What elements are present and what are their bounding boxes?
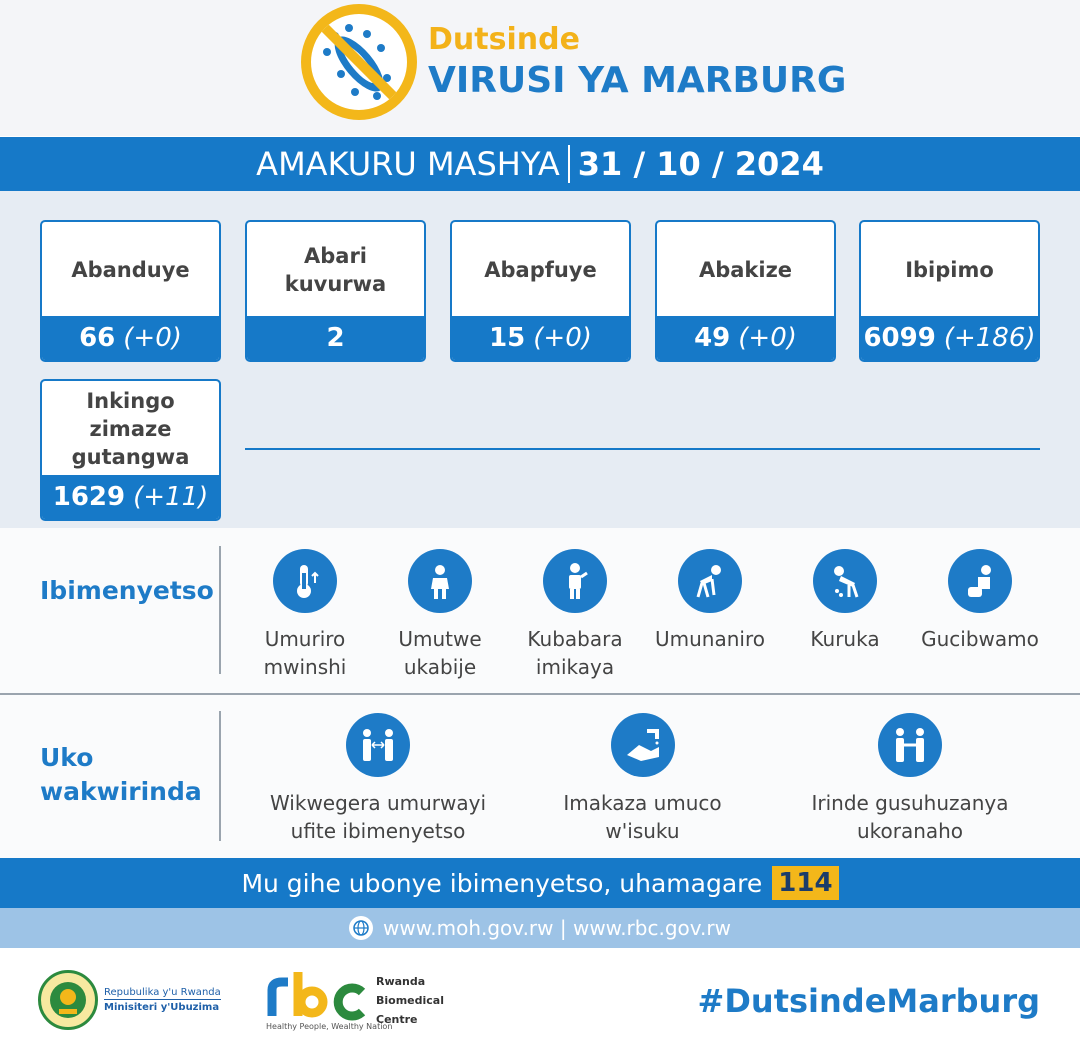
symptom-muscle-pain: Kubabara imikaya [515, 549, 635, 681]
footer: Repubulika y'u Rwanda Minisiteri y'Ubuzi… [0, 948, 1080, 1051]
prevention-label-line2: w'isuku [605, 819, 680, 843]
symptoms-section: Ibimenyetso Umuriro mwinshi Umutwe ukabije… [0, 528, 1080, 693]
headache-icon [408, 549, 472, 613]
rbc-name-line3: Centre [376, 1013, 418, 1026]
website-links[interactable]: www.moh.gov.rw | www.rbc.gov.rw [383, 916, 731, 940]
call-bar: Mu gihe ubonye ibimenyetso, uhamagare 11… [0, 858, 1080, 908]
distance-icon [346, 713, 410, 777]
stat-change: (+11) [133, 482, 209, 512]
web-bar: www.moh.gov.rw | www.rbc.gov.rw [0, 908, 1080, 948]
prevention-label-line1: Imakaza umuco [563, 791, 722, 815]
rbc-slogan: Healthy People, Wealthy Nation [266, 1022, 393, 1031]
stat-label: Abanduye [71, 258, 190, 282]
stat-value: 6099 [863, 323, 936, 353]
stat-card-recovered: Abakize 49 (+0) [655, 220, 836, 362]
section-divider [0, 693, 1080, 695]
fatigue-icon [678, 549, 742, 613]
prevention-label-line2: ukoranaho [856, 819, 964, 843]
prevention-label-line2: ufite ibimenyetso [290, 819, 466, 843]
stat-label: Abakize [698, 258, 793, 282]
rbc-logo-icon [266, 970, 370, 1022]
symptom-label-line2: mwinshi [263, 655, 347, 679]
header-title-line1: Dutsinde [428, 22, 580, 57]
stat-change: (+0) [123, 323, 182, 353]
prevention-distance: Wikwegera umurwayi ufite ibimenyetso [248, 713, 508, 845]
prevention-title: Uko wakwirinda [40, 741, 202, 809]
republic-name: Repubulika y'u Rwanda [104, 987, 221, 1000]
symptom-fever: Umuriro mwinshi [245, 549, 365, 681]
stat-value-bar: 49 (+0) [657, 316, 834, 360]
rbc-full-name: Rwanda Biomedical Centre [376, 972, 444, 1029]
symptom-label-line1: Umuriro [264, 627, 346, 651]
symptom-diarrhea: Gucibwamo [920, 549, 1040, 653]
stat-card-deaths: Abapfuye 15 (+0) [450, 220, 631, 362]
prevention-title-line1: Uko [40, 743, 94, 772]
ministry-name: Minisiteri y'Ubuzima [104, 1002, 220, 1013]
date-bar: AMAKURU MASHYA 31 / 10 / 2024 [0, 137, 1080, 191]
prevention-handwash: Imakaza umuco w'isuku [525, 713, 760, 845]
stat-value-bar: 66 (+0) [42, 316, 219, 360]
stat-value-bar: 15 (+0) [452, 316, 629, 360]
stat-card-vaccines: Inkingo zimaze gutangwa 1629 (+11) [40, 379, 221, 521]
stat-value: 66 [79, 323, 116, 353]
handwash-icon [610, 713, 675, 777]
symptom-label-line1: Gucibwamo [921, 627, 1039, 651]
stat-change: (+0) [533, 323, 592, 353]
thermometer-icon [273, 549, 337, 613]
no-handshake-icon [878, 713, 942, 777]
symptoms-title: Ibimenyetso [40, 576, 214, 605]
prevention-separator [219, 711, 221, 841]
symptom-label-line1: Umunaniro [655, 627, 765, 651]
stat-label: Abapfuye [484, 258, 597, 282]
stats-divider [245, 448, 1040, 450]
stat-value: 1629 [52, 482, 126, 512]
stat-label: Abari kuvurwa [284, 244, 387, 296]
virus-crossed-logo-icon [301, 4, 417, 120]
stat-value-bar: 2 [247, 316, 424, 360]
symptom-vomiting: Kuruka [785, 549, 905, 653]
update-label: AMAKURU MASHYA [256, 145, 560, 183]
symptom-label-line1: Kuruka [810, 627, 880, 651]
symptom-label-line1: Kubabara [527, 627, 623, 651]
hotline-number[interactable]: 114 [772, 866, 839, 900]
stat-change: (+0) [738, 323, 797, 353]
stat-change: (+186) [943, 323, 1036, 353]
vomiting-icon [813, 549, 877, 613]
prevention-label-line1: Wikwegera umurwayi [269, 791, 487, 815]
stat-card-under-treatment: Abari kuvurwa 2 [245, 220, 426, 362]
prevention-section: Uko wakwirinda Wikwegera umurwayi ufite ib… [0, 695, 1080, 858]
stat-value: 15 [489, 323, 526, 353]
stat-card-infected: Abanduye 66 (+0) [40, 220, 221, 362]
prevention-label-line1: Irinde gusuhuzanya [811, 791, 1009, 815]
stat-label: Inkingo zimaze gutangwa [71, 389, 190, 469]
rbc-name-line2: Biomedical [376, 994, 444, 1007]
symptom-fatigue: Umunaniro [650, 549, 770, 653]
symptom-label-line2: imikaya [535, 655, 615, 679]
muscle-pain-icon [543, 549, 607, 613]
symptom-label-line2: ukabije [403, 655, 477, 679]
diarrhea-icon [948, 549, 1012, 613]
campaign-hashtag: #DutsindeMarburg [697, 982, 1040, 1020]
stat-card-tests: Ibipimo 6099 (+186) [859, 220, 1040, 362]
call-text: Mu gihe ubonye ibimenyetso, uhamagare [241, 868, 763, 898]
header-title-line2: VIRUSI YA MARBURG [428, 60, 847, 101]
rbc-name-line1: Rwanda [376, 975, 426, 988]
header: Dutsinde VIRUSI YA MARBURG [0, 0, 1080, 136]
globe-icon [349, 916, 374, 940]
symptom-label-line1: Umutwe [398, 627, 482, 651]
symptom-headache: Umutwe ukabije [380, 549, 500, 681]
stat-label: Ibipimo [905, 258, 994, 282]
date-separator [567, 145, 570, 183]
stat-value-bar: 6099 (+186) [861, 316, 1038, 360]
prevention-title-line2: wakwirinda [40, 777, 202, 806]
update-date: 31 / 10 / 2024 [577, 145, 824, 183]
stat-value-bar: 1629 (+11) [42, 475, 219, 519]
stats-panel: Abanduye 66 (+0) Abari kuvurwa 2 Abapfuye… [0, 191, 1080, 528]
prevention-no-handshake: Irinde gusuhuzanya ukoranaho [790, 713, 1030, 845]
rwanda-seal-icon [38, 970, 98, 1030]
stat-value: 49 [694, 323, 731, 353]
symptoms-separator [219, 546, 221, 674]
stat-value: 2 [326, 323, 345, 353]
